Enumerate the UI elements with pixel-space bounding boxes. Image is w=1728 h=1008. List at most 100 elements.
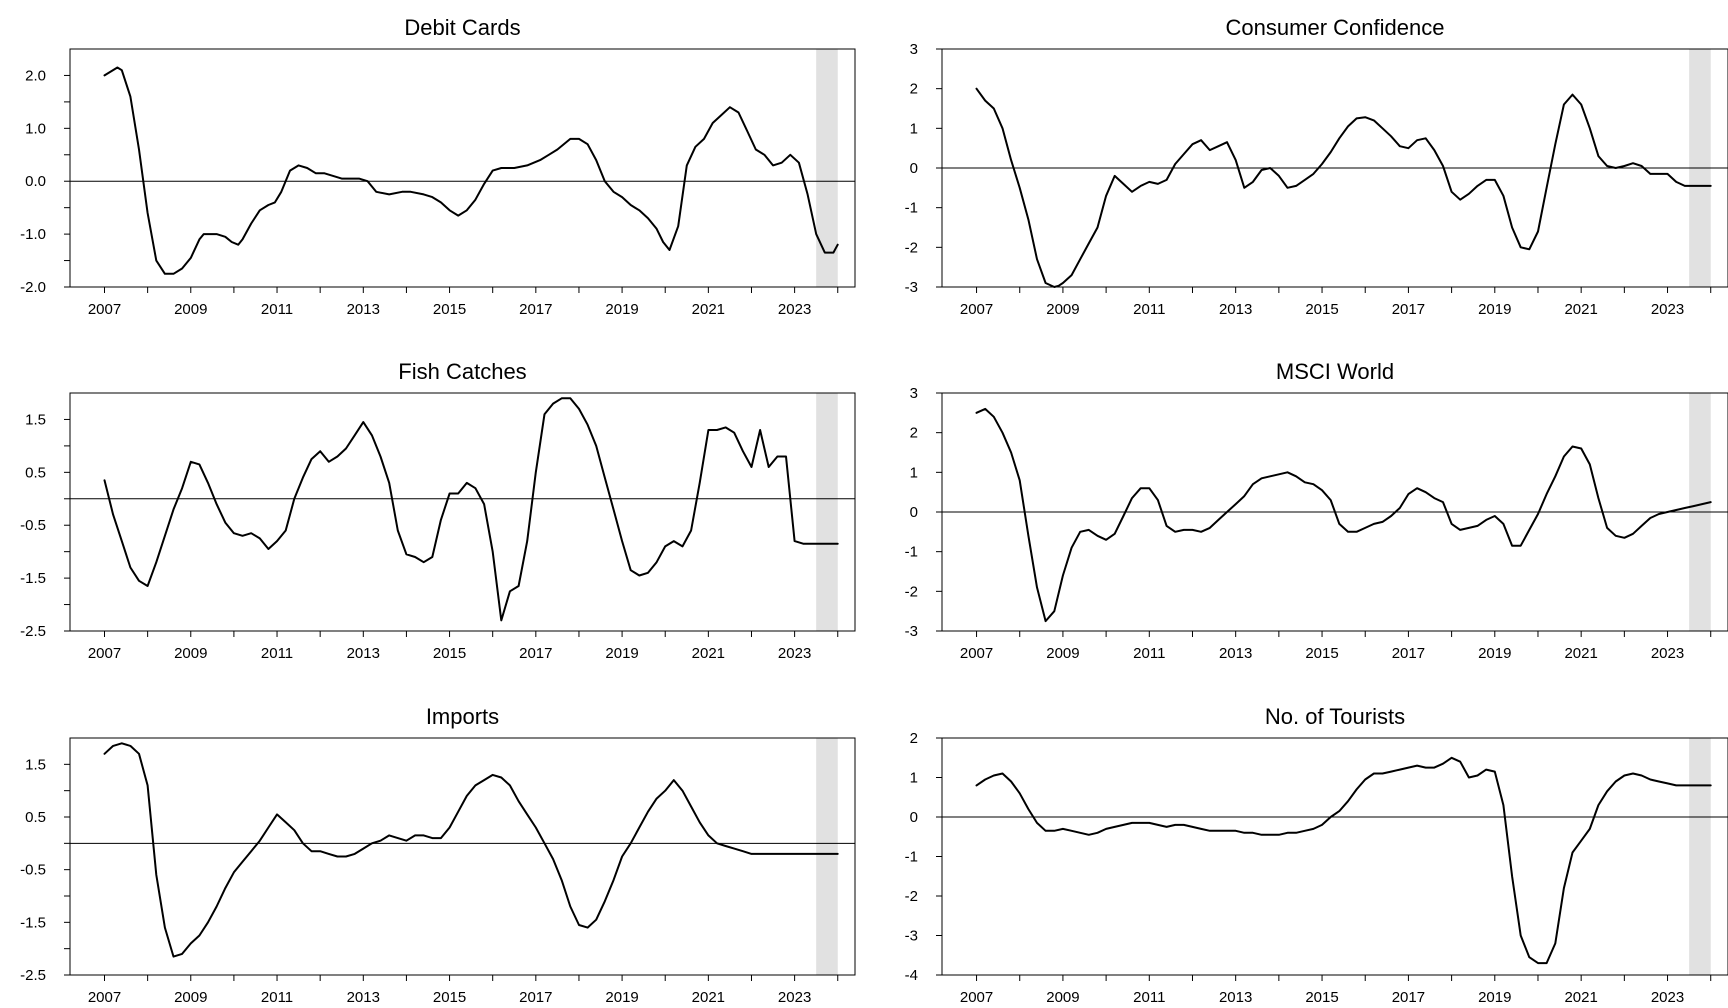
y-tick-label: -2.0 — [20, 279, 46, 296]
chart-title: Imports — [426, 704, 499, 729]
x-tick-label: 2011 — [1133, 989, 1165, 1006]
x-tick-label: 2023 — [778, 301, 811, 318]
series-line — [975, 407, 1712, 623]
x-tick-label: 2021 — [692, 301, 725, 318]
shaded-region — [816, 393, 838, 631]
x-tick-label: 2009 — [174, 301, 207, 318]
y-tick-label: 1 — [910, 464, 918, 481]
x-tick-label: 2007 — [88, 645, 121, 662]
x-tick-label: 2013 — [347, 645, 380, 662]
series-line — [103, 397, 839, 622]
shaded-region — [816, 738, 838, 975]
y-tick-label: -2.5 — [20, 623, 46, 640]
y-tick-label: -3 — [905, 928, 918, 945]
x-tick-label: 2017 — [519, 989, 552, 1006]
series-line — [975, 87, 1712, 288]
chart-panel: No. of Tourists -4 -3 -2 -1 0 1 2 2007 2009 2011 20… — [905, 704, 1728, 1006]
x-tick-label: 2007 — [960, 989, 993, 1006]
x-tick-label: 2013 — [347, 301, 380, 318]
x-tick-label: 2019 — [1478, 301, 1511, 318]
plot-frame — [69, 48, 856, 288]
y-tick-label: 0 — [910, 160, 918, 177]
x-tick-label: 2007 — [960, 645, 993, 662]
y-tick-label: 2 — [910, 425, 918, 442]
plot-frame — [941, 737, 1728, 976]
y-tick-label: 3 — [910, 385, 918, 402]
x-tick-label: 2009 — [1046, 301, 1079, 318]
x-tick-label: 2021 — [1564, 989, 1597, 1006]
chart-panel: Fish Catches -2.5 -1.5 -0.5 0.5 1.5 2007 2009 20… — [20, 359, 856, 662]
chart-title: Debit Cards — [404, 15, 520, 40]
chart-panel: MSCI World -3 -2 -1 0 1 2 3 2007 2009 2011 2013 2015… — [905, 359, 1728, 662]
y-tick-label: -1 — [905, 544, 918, 561]
y-tick-label: -2 — [905, 239, 918, 256]
y-tick-label: -0.5 — [20, 517, 46, 534]
x-tick-label: 2019 — [1478, 989, 1511, 1006]
y-tick-label: 0.5 — [25, 809, 46, 826]
chart-title: No. of Tourists — [1265, 704, 1405, 729]
x-tick-label: 2013 — [1219, 301, 1252, 318]
x-tick-label: 2013 — [1219, 989, 1252, 1006]
chart-title: Consumer Confidence — [1226, 15, 1445, 40]
y-tick-label: -1.0 — [20, 226, 46, 243]
x-tick-label: 2023 — [778, 645, 811, 662]
x-tick-label: 2019 — [1478, 645, 1511, 662]
x-tick-label: 2011 — [1133, 645, 1165, 662]
x-tick-label: 2015 — [1305, 989, 1338, 1006]
x-tick-label: 2015 — [1305, 301, 1338, 318]
x-tick-label: 2021 — [1564, 301, 1597, 318]
x-tick-label: 2019 — [605, 645, 638, 662]
y-tick-label: -1 — [905, 849, 918, 866]
y-tick-label: -3 — [905, 623, 918, 640]
x-tick-label: 2017 — [1392, 989, 1425, 1006]
y-tick-label: 1 — [910, 120, 918, 137]
y-tick-label: 0.5 — [25, 464, 46, 481]
x-tick-label: 2021 — [1564, 645, 1597, 662]
y-tick-label: 1.0 — [25, 120, 46, 137]
y-tick-label: -1.5 — [20, 570, 46, 587]
y-tick-label: 0 — [910, 504, 918, 521]
x-tick-label: 2011 — [261, 645, 293, 662]
chart-title: Fish Catches — [398, 359, 526, 384]
y-tick-label: 0.0 — [25, 173, 46, 190]
x-tick-label: 2019 — [605, 989, 638, 1006]
x-tick-label: 2015 — [433, 645, 466, 662]
y-tick-label: -0.5 — [20, 862, 46, 879]
x-tick-label: 2007 — [88, 301, 121, 318]
y-tick-label: -1 — [905, 200, 918, 217]
plot-frame — [69, 392, 856, 632]
y-tick-label: -2 — [905, 888, 918, 905]
x-tick-label: 2023 — [778, 989, 811, 1006]
x-tick-label: 2019 — [605, 301, 638, 318]
x-tick-label: 2011 — [261, 301, 293, 318]
y-tick-label: 1 — [910, 770, 918, 787]
x-tick-label: 2015 — [1305, 645, 1338, 662]
y-tick-label: 2.0 — [25, 67, 46, 84]
x-tick-label: 2011 — [1133, 301, 1165, 318]
y-tick-label: -3 — [905, 279, 918, 296]
x-tick-label: 2023 — [1651, 989, 1684, 1006]
x-tick-label: 2009 — [1046, 989, 1079, 1006]
x-tick-label: 2017 — [1392, 301, 1425, 318]
x-tick-label: 2011 — [261, 989, 293, 1006]
chart-panel: Debit Cards -2.0 -1.0 0.0 1.0 2.0 2007 2009 2011… — [20, 15, 856, 318]
series-line — [975, 756, 1712, 965]
y-tick-label: 2 — [910, 81, 918, 98]
chart-panel: Consumer Confidence -3 -2 -1 0 1 2 3 2007 2009 201… — [905, 15, 1728, 318]
y-tick-label: -2 — [905, 583, 918, 600]
x-tick-label: 2013 — [1219, 645, 1252, 662]
y-tick-label: 2 — [910, 730, 918, 747]
x-tick-label: 2007 — [88, 989, 121, 1006]
x-tick-label: 2023 — [1651, 301, 1684, 318]
y-tick-label: 1.5 — [25, 411, 46, 428]
x-tick-label: 2017 — [519, 301, 552, 318]
x-tick-label: 2007 — [960, 301, 993, 318]
series-line — [103, 742, 839, 958]
x-tick-label: 2015 — [433, 301, 466, 318]
y-tick-label: 1.5 — [25, 756, 46, 773]
x-tick-label: 2023 — [1651, 645, 1684, 662]
y-tick-label: 3 — [910, 41, 918, 58]
x-tick-label: 2021 — [692, 989, 725, 1006]
x-tick-label: 2015 — [433, 989, 466, 1006]
